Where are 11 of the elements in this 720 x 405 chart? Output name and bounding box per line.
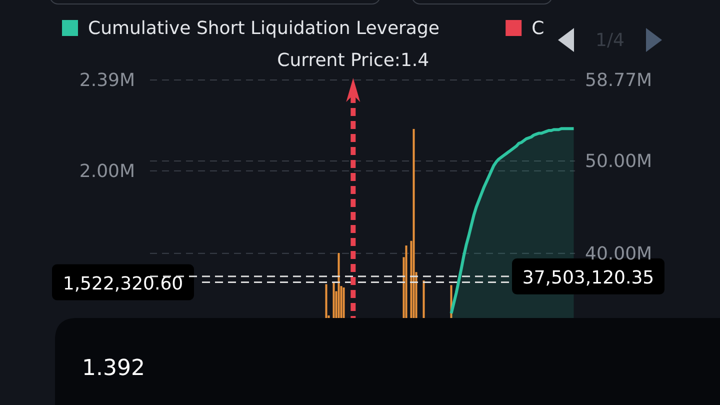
y-tick-label: 2.39M <box>79 70 135 91</box>
ref-line-label: 37,503,120.35 <box>522 267 654 288</box>
y2-tick-label: 58.77M <box>585 70 652 91</box>
text: C <box>532 18 544 39</box>
text: 1.392 <box>82 356 145 381</box>
legend-label: Cumulative Short Liquidation Leverage <box>88 18 440 39</box>
ref-line-label: 1,522,320.60 <box>62 273 184 294</box>
y2-tick-label: 40.00M <box>585 243 652 264</box>
y-tick-label: 2.00M <box>79 160 135 182</box>
y2-tick-label: 50.00M <box>585 150 652 172</box>
text: Current Price:1.4 <box>277 50 430 71</box>
